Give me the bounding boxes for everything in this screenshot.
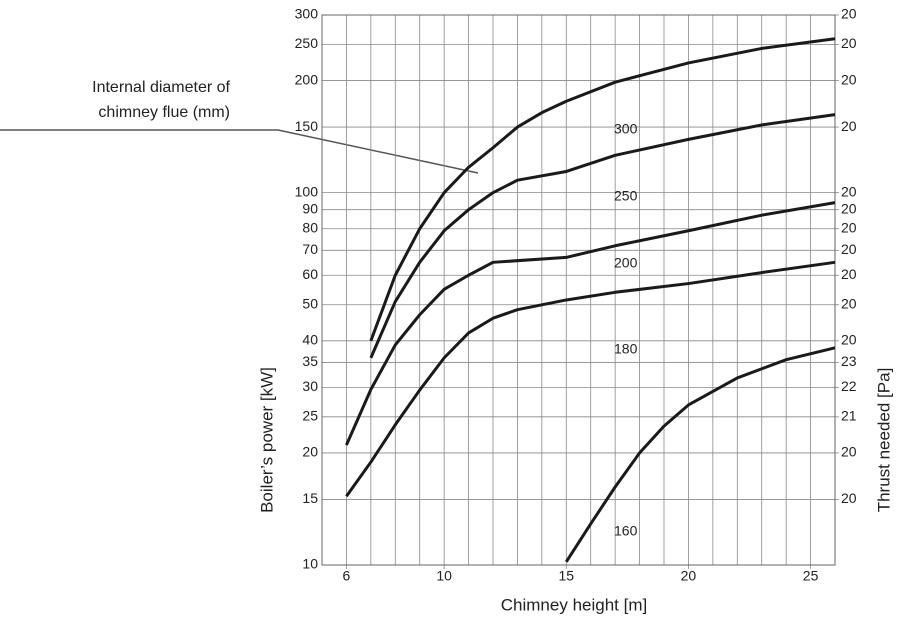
y2-tick-label: 20 [841,241,857,257]
y2-tick-label: 20 [841,183,857,199]
y2-tick-label: 20 [841,118,857,134]
x-axis-label: Chimney height [m] [501,595,647,614]
x-tick-label: 25 [803,568,819,584]
y2-tick-label: 20 [841,332,857,348]
y2-tick-label: 20 [841,295,857,311]
y-tick-label: 15 [302,490,318,506]
y-tick-label: 35 [302,353,318,369]
annotation-line: Internal diameter of [92,79,230,96]
y2-tick-label: 20 [841,71,857,87]
y2-tick-label: 20 [841,219,857,235]
y-tick-label: 80 [302,219,318,235]
y2-tick-label: 21 [841,408,857,424]
curve-label: 180 [614,341,638,357]
y-tick-label: 250 [295,35,319,51]
curve [345,201,836,446]
y2-tick-label: 20 [841,35,857,51]
y2-tick-label: 20 [841,490,857,506]
y2-tick-label: 23 [841,353,857,369]
x-tick-label: 20 [681,568,697,584]
y-axis-label: Boiler’s power [kW] [257,367,276,513]
y2-axis-label: Thrust needed [Pa] [874,368,893,513]
curve-label: 250 [614,188,638,204]
y-tick-label: 200 [295,71,319,87]
x-tick-label: 15 [558,568,574,584]
curve-label: 200 [614,255,638,271]
y-tick-label: 300 [295,6,319,22]
y-tick-label: 100 [295,183,319,199]
y2-tick-label: 20 [841,200,857,216]
y-tick-label: 50 [302,295,318,311]
y-tick-label: 70 [302,241,318,257]
annotation-line: chimney flue (mm) [98,104,230,121]
y-tick-label: 40 [302,332,318,348]
x-tick-label: 6 [343,568,351,584]
y-tick-label: 20 [302,444,318,460]
y2-tick-label: 20 [841,6,857,22]
y-tick-label: 150 [295,118,319,134]
annotation-leader [0,129,479,174]
curve [369,113,836,359]
curve-label: 160 [614,523,638,539]
curve [345,260,836,498]
curve [369,37,836,342]
y2-tick-label: 20 [841,266,857,282]
curve [565,346,836,563]
y-tick-label: 25 [302,408,318,424]
y-tick-label: 90 [302,200,318,216]
y-tick-label: 30 [302,378,318,394]
y2-tick-label: 22 [841,378,857,394]
plot-frame [321,14,836,566]
y2-tick-label: 20 [841,444,857,460]
curve-label: 300 [614,121,638,137]
y-tick-label: 60 [302,266,318,282]
x-tick-label: 10 [436,568,452,584]
y-tick-label: 10 [302,556,318,572]
